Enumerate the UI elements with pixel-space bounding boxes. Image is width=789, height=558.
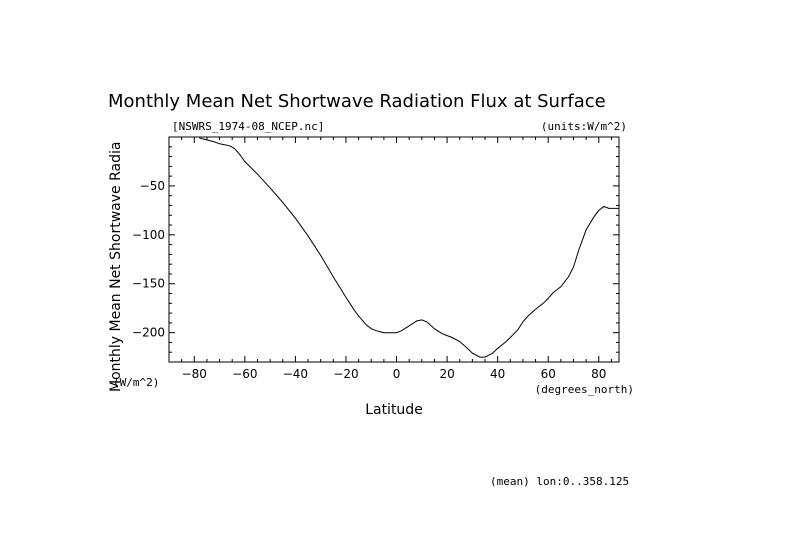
x-axis: −80 −60 −40 −20 0 20 40 60 80: [168, 137, 612, 381]
y-axis-units: (W/m^2): [113, 376, 159, 389]
x-tick-label: −40: [283, 367, 308, 381]
x-tick-label: 20: [439, 367, 454, 381]
x-tick-label: 80: [591, 367, 606, 381]
x-tick-label: −80: [182, 367, 207, 381]
plot-frame: [168, 136, 620, 363]
y-axis: −50 −100 −150 −200: [132, 136, 619, 363]
x-tick-label: 60: [541, 367, 556, 381]
y-tick-label: −150: [132, 277, 165, 291]
x-axis-units: (degrees_north): [535, 383, 634, 396]
file-label: [NSWRS_1974-08_NCEP.nc]: [172, 120, 324, 133]
chart-title: Monthly Mean Net Shortwave Radiation Flu…: [108, 91, 606, 112]
units-label: (units:W/m^2): [541, 120, 627, 133]
y-tick-label: −50: [140, 179, 165, 193]
series-line: [199, 137, 619, 358]
x-tick-label: −20: [333, 367, 358, 381]
y-axis-label: Monthly Mean Net Shortwave Radia: [108, 142, 124, 392]
y-tick-label: −100: [132, 228, 165, 242]
x-axis-label: Latitude: [365, 402, 423, 418]
x-tick-label: −60: [232, 367, 257, 381]
footer-note: (mean) lon:0..358.125: [490, 475, 629, 488]
x-tick-label: 40: [490, 367, 505, 381]
x-tick-label: 0: [393, 367, 401, 381]
y-tick-label: −200: [132, 326, 165, 340]
